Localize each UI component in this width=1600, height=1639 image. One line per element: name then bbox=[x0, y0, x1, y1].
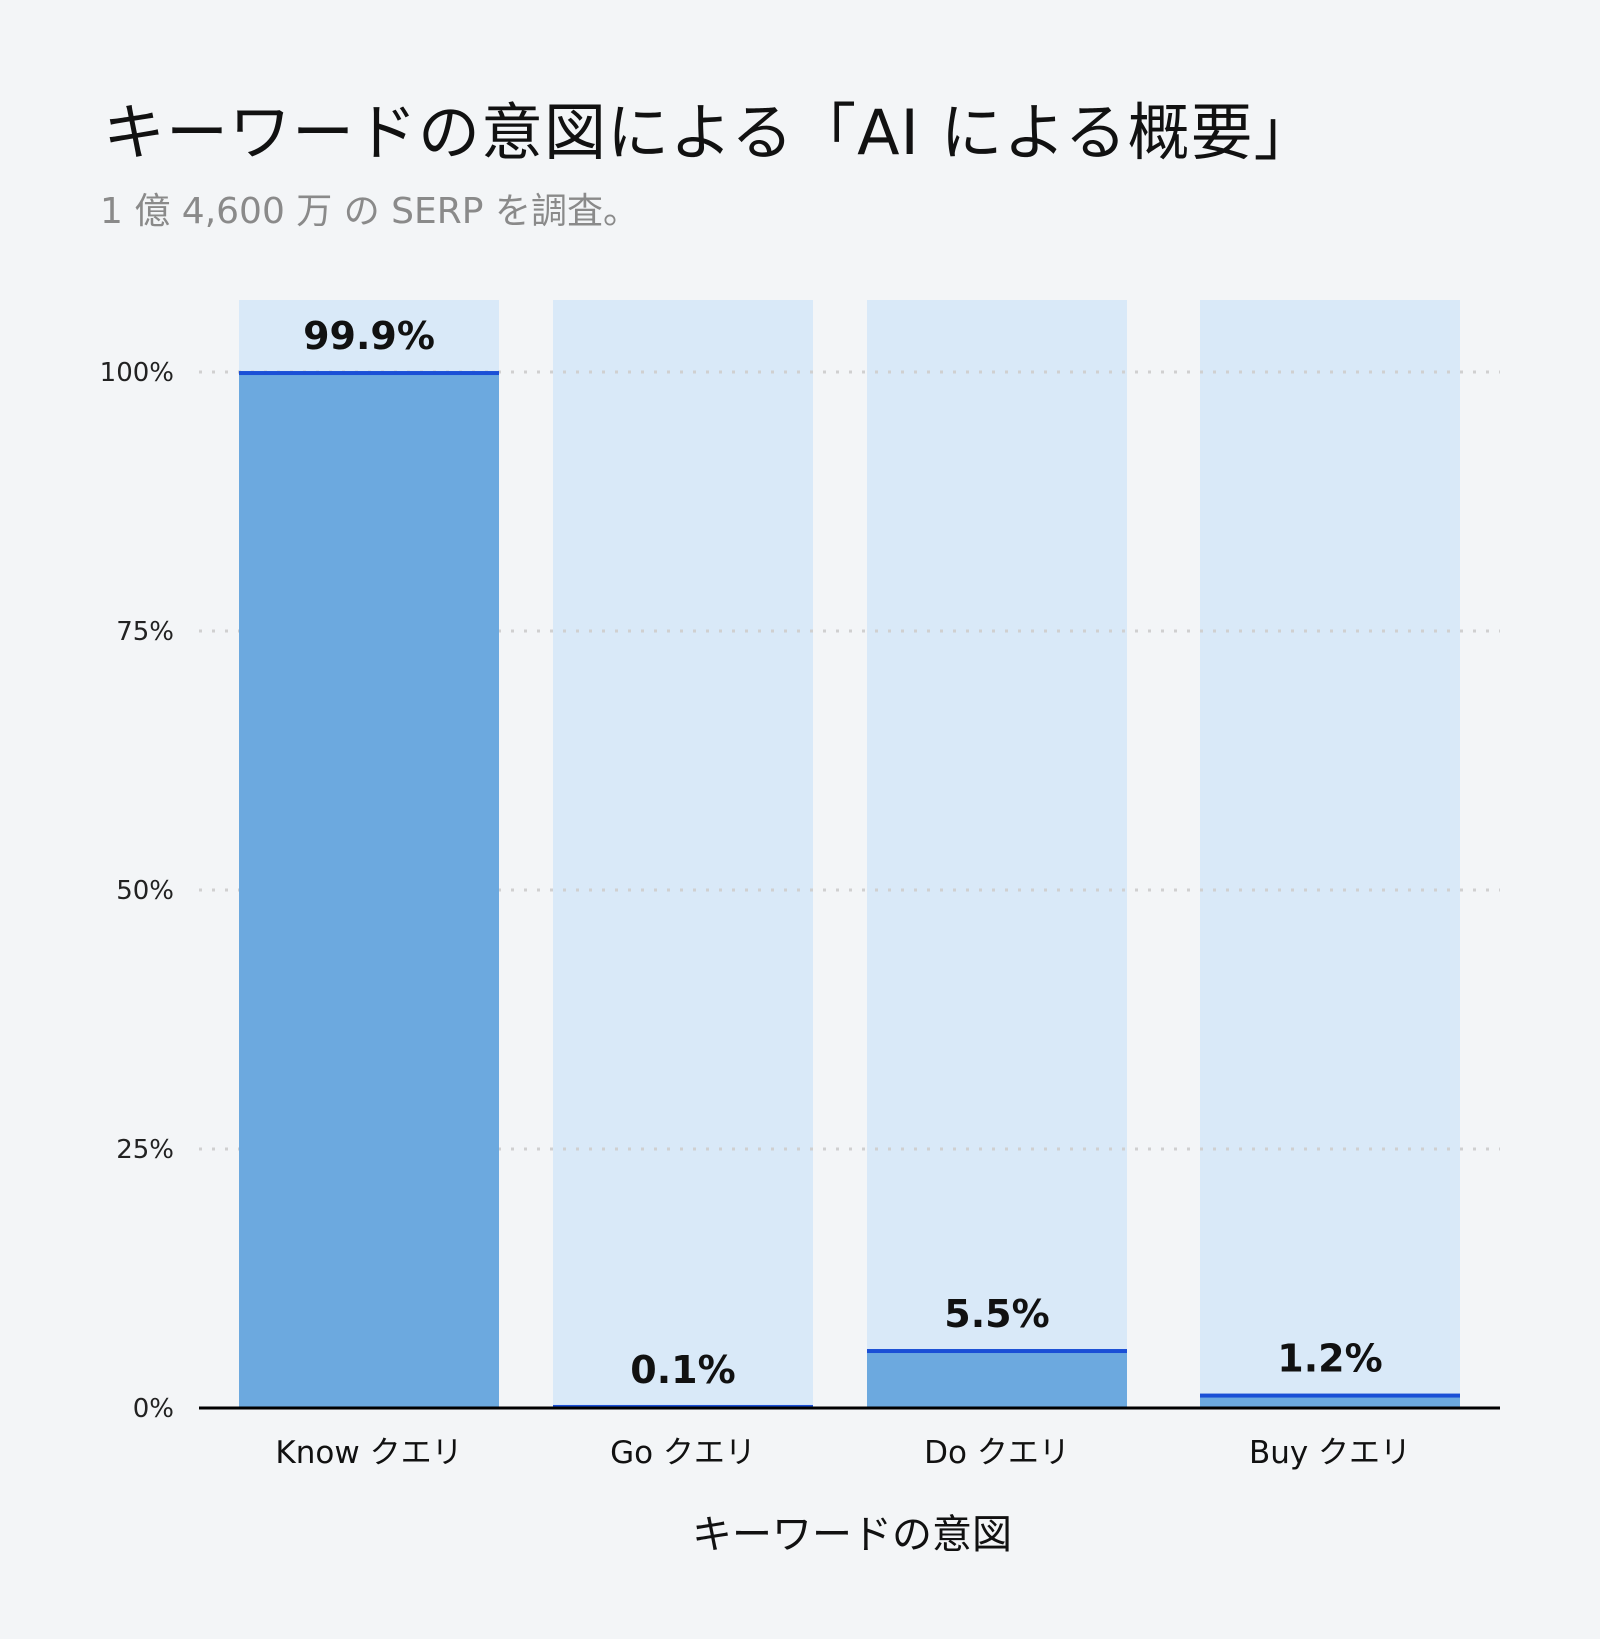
y-tick-label: 50% bbox=[116, 876, 174, 906]
data-label: 5.5% bbox=[944, 1292, 1049, 1336]
bar-top-line bbox=[1200, 1393, 1460, 1398]
y-tick-label: 75% bbox=[116, 617, 174, 647]
chart-subtitle: 1 億 4,600 万 の SERP を調査。 bbox=[100, 191, 639, 232]
bar bbox=[239, 373, 499, 1408]
y-tick-label: 25% bbox=[116, 1135, 174, 1165]
y-tick-label: 0% bbox=[133, 1394, 174, 1424]
x-tick-label: Buy クエリ bbox=[1249, 1435, 1411, 1471]
data-label: 0.1% bbox=[630, 1348, 735, 1392]
bar-top-line bbox=[239, 371, 499, 376]
bar-top-line bbox=[867, 1349, 1127, 1354]
bar bbox=[867, 1351, 1127, 1408]
chart-title: キーワードの意図による「AI による概要」 bbox=[103, 96, 1317, 169]
data-label: 99.9% bbox=[303, 314, 435, 358]
bar bbox=[1200, 1395, 1460, 1408]
y-tick-label: 100% bbox=[100, 358, 174, 388]
x-tick-label: Do クエリ bbox=[924, 1435, 1070, 1471]
bar-background bbox=[867, 300, 1127, 1408]
x-tick-label: Know クエリ bbox=[275, 1435, 462, 1471]
bar-background bbox=[553, 300, 813, 1408]
bar-background bbox=[1200, 300, 1460, 1408]
data-label: 1.2% bbox=[1277, 1337, 1382, 1381]
x-axis-title: キーワードの意図 bbox=[692, 1512, 1012, 1558]
x-tick-label: Go クエリ bbox=[610, 1435, 756, 1471]
